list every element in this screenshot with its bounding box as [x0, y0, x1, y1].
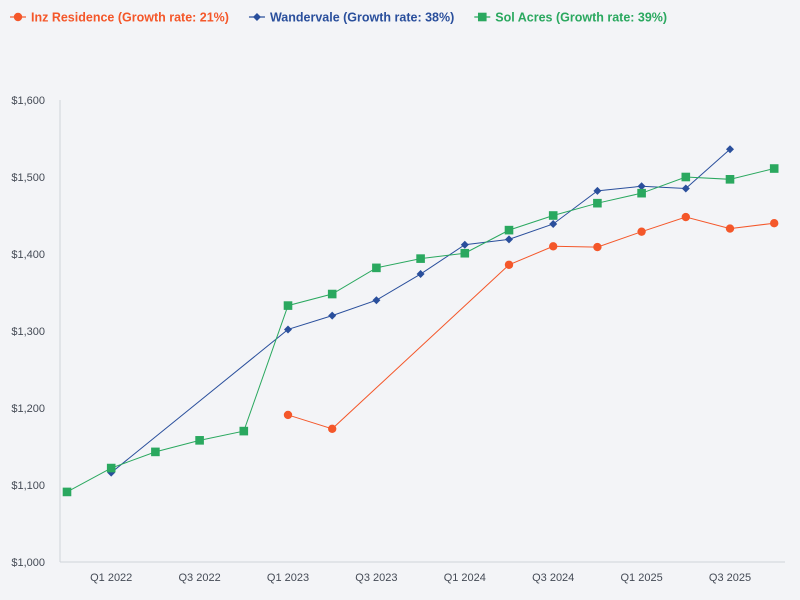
data-point [681, 184, 690, 193]
legend-label: Wandervale (Growth rate: 38%) [270, 11, 454, 25]
data-point [372, 296, 381, 305]
data-point [593, 242, 602, 252]
data-point [548, 211, 558, 220]
legend-item[interactable]: Wandervale (Growth rate: 38%) [248, 11, 454, 25]
legend-label: Inz Residence (Growth rate: 21%) [31, 11, 229, 25]
data-point [283, 301, 293, 310]
data-point [725, 175, 735, 184]
x-tick-label: Q3 2023 [355, 572, 397, 584]
data-point [460, 240, 469, 249]
data-point [327, 289, 337, 299]
data-point [284, 325, 292, 334]
legend-marker-icon [252, 13, 261, 21]
y-tick-label: $1,400 [11, 249, 45, 261]
data-point [726, 145, 734, 154]
axes [59, 100, 785, 563]
x-tick-label: Q1 2025 [620, 572, 662, 584]
series-group [62, 145, 779, 497]
x-tick-label: Q1 2023 [267, 572, 309, 584]
x-tick-label: Q1 2024 [444, 572, 486, 584]
data-point [62, 487, 72, 497]
data-point [725, 224, 735, 233]
data-point [416, 254, 425, 263]
series-line [110, 148, 731, 474]
data-point [549, 219, 558, 228]
x-tick-label: Q3 2022 [178, 572, 220, 584]
legend-marker-icon [477, 12, 487, 22]
legend-item[interactable]: Inz Residence (Growth rate: 21%) [10, 11, 229, 25]
data-point [593, 198, 602, 208]
y-tick-label: $1,000 [11, 557, 45, 569]
y-tick-label: $1,100 [11, 480, 45, 492]
x-tick-label: Q1 2022 [90, 572, 132, 584]
y-tick-label: $1,600 [11, 95, 45, 107]
data-point [593, 186, 602, 195]
series-3 [62, 164, 779, 497]
data-point [504, 260, 514, 269]
series-line [287, 216, 775, 430]
data-point [106, 463, 116, 473]
series-line [66, 168, 775, 493]
data-point [195, 436, 204, 445]
data-point [637, 188, 646, 198]
data-point [239, 426, 249, 436]
y-tick-label: $1,300 [11, 326, 45, 338]
data-point [769, 164, 779, 173]
legend: Inz Residence (Growth rate: 21%) Wanderva… [10, 11, 667, 25]
data-point [637, 227, 646, 236]
data-point [283, 410, 293, 420]
legend-item[interactable]: Sol Acres (Growth rate: 39%) [474, 11, 667, 25]
data-point [460, 248, 470, 258]
data-point [681, 212, 690, 222]
y-tick-label: $1,200 [11, 403, 45, 415]
data-point [549, 242, 558, 251]
data-point [151, 447, 160, 457]
y-tick-label: $1,500 [11, 172, 45, 184]
data-point [637, 182, 646, 191]
data-point [416, 270, 425, 279]
x-tick-labels: Q1 2022 Q3 2022 Q1 2023 Q3 2023 Q1 2024 Q3 20… [90, 572, 751, 584]
data-point [504, 225, 514, 235]
x-tick-label: Q3 2024 [532, 572, 574, 584]
data-point [505, 235, 513, 244]
data-point [681, 172, 691, 182]
y-tick-labels: $1,000 $1,100 $1,200 $1,300 $1,400 $1,500 $1,6… [11, 95, 45, 569]
data-point [328, 311, 337, 320]
data-point [328, 424, 337, 433]
data-point [372, 263, 381, 273]
x-tick-label: Q3 2025 [709, 572, 751, 584]
data-point [770, 219, 779, 228]
series-1 [283, 212, 779, 433]
legend-label: Sol Acres (Growth rate: 39%) [495, 11, 667, 25]
legend-marker-icon [13, 12, 23, 22]
